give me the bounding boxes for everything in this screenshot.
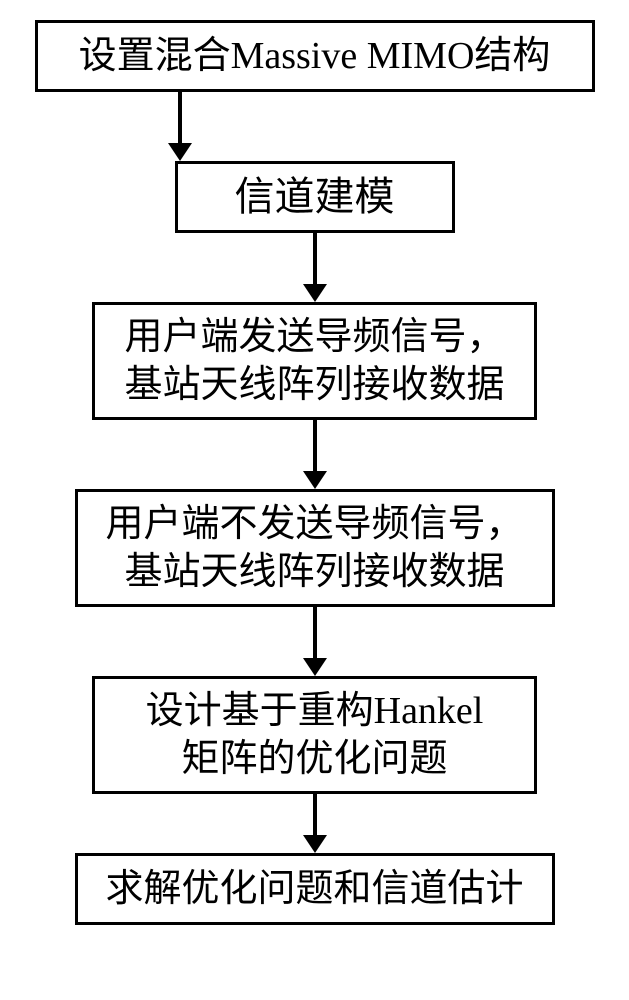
arrow-shaft [178, 92, 182, 144]
flowchart-container: 设置混合Massive MIMO结构信道建模用户端发送导频信号，基站天线阵列接收… [0, 0, 629, 925]
flow-arrow [303, 420, 327, 489]
flow-node-text: 基站天线阵列接收数据 [124, 548, 504, 596]
arrow-head-icon [303, 284, 327, 302]
flow-node-n5: 设计基于重构Hankel矩阵的优化问题 [92, 676, 537, 794]
flow-arrow [303, 794, 327, 853]
flow-arrow [303, 233, 327, 302]
arrow-shaft [313, 794, 317, 836]
flow-node-n6: 求解优化问题和信道估计 [75, 853, 555, 925]
arrow-head-icon [168, 143, 192, 161]
flow-node-text: 设置混合Massive MIMO结构 [79, 32, 551, 80]
flow-node-n1: 设置混合Massive MIMO结构 [35, 20, 595, 92]
flow-node-text: 基站天线阵列接收数据 [124, 361, 504, 409]
flow-node-text: 用户端发送导频信号， [124, 313, 504, 361]
flow-node-n2: 信道建模 [175, 161, 455, 233]
flow-node-text: 信道建模 [235, 172, 395, 222]
flow-node-n4: 用户端不发送导频信号，基站天线阵列接收数据 [75, 489, 555, 607]
flow-arrow [168, 92, 192, 161]
arrow-shaft [313, 607, 317, 659]
flow-arrow [303, 607, 327, 676]
arrow-head-icon [303, 471, 327, 489]
arrow-head-icon [303, 658, 327, 676]
flow-node-n3: 用户端发送导频信号，基站天线阵列接收数据 [92, 302, 537, 420]
arrow-shaft [313, 420, 317, 472]
arrow-shaft [313, 233, 317, 285]
flow-node-text: 设计基于重构Hankel [146, 687, 484, 735]
flow-node-text: 矩阵的优化问题 [181, 735, 447, 783]
arrow-head-icon [303, 835, 327, 853]
flow-node-text: 用户端不发送导频信号， [105, 500, 523, 548]
flow-node-text: 求解优化问题和信道估计 [105, 865, 523, 913]
